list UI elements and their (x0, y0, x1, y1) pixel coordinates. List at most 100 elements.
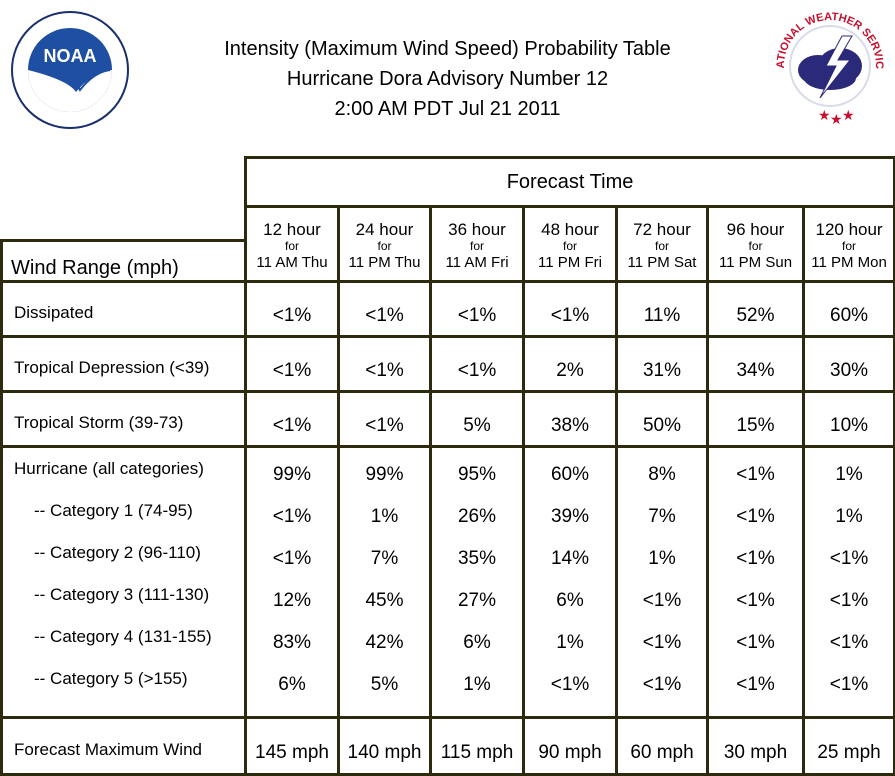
row-hurricane-group: Hurricane (all categories) -- Category 1… (0, 445, 895, 719)
svg-text:★: ★ (842, 107, 855, 123)
col-hours: 12 hour (263, 220, 321, 239)
column-header-96h: 96 hour for 11 PM Sun (706, 205, 805, 283)
value-cell: 1% (556, 632, 584, 653)
value-cell: 1% (463, 674, 491, 695)
col-for: for (284, 239, 299, 253)
hurricane-values-col-3: 95% 26% 35% 27% 6% 1% (429, 445, 525, 719)
row-label-cat1: -- Category 1 (74-95) (34, 501, 193, 520)
row-label-hurricane: Hurricane (all categories) (14, 459, 204, 478)
col-when: 11 PM Sun (718, 254, 793, 271)
value-cell: <1% (736, 590, 775, 611)
value-cell: <1% (522, 280, 618, 338)
value-cell: 145 mph (244, 716, 340, 776)
value-cell: 1% (648, 548, 676, 569)
col-hours: 72 hour (633, 220, 691, 239)
svg-text:★: ★ (818, 107, 831, 123)
value-cell: 45% (365, 590, 404, 611)
value-cell: <1% (736, 674, 775, 695)
value-cell: 1% (835, 464, 863, 485)
row-label-cat4: -- Category 4 (131-155) (34, 627, 212, 646)
value-cell: 60% (550, 464, 590, 485)
value-cell: 25 mph (801, 716, 895, 776)
value-cell: <1% (642, 590, 682, 611)
title-line-3: 2:00 AM PDT Jul 21 2011 (334, 98, 561, 120)
svg-text:★: ★ (830, 111, 843, 127)
col-for: for (562, 239, 577, 253)
value-cell: <1% (337, 335, 432, 393)
value-cell: <1% (429, 335, 525, 393)
value-cell: 50% (615, 390, 709, 448)
page-title: Intensity (Maximum Wind Speed) Probabili… (140, 34, 755, 124)
value-cell: 1% (370, 506, 399, 527)
value-cell: 140 mph (337, 716, 432, 776)
value-cell: <1% (736, 632, 775, 653)
value-cell: <1% (736, 548, 775, 569)
col-when: 11 PM Thu (348, 254, 421, 271)
value-cell: <1% (337, 390, 432, 448)
col-hours: 120 hour (815, 220, 883, 239)
value-cell: <1% (829, 632, 869, 653)
value-cell: <1% (736, 506, 775, 527)
hurricane-values-col-7: 1% 1% <1% <1% <1% <1% (801, 445, 895, 719)
value-cell: <1% (550, 674, 590, 695)
noaa-logo: NOAA (10, 10, 130, 130)
value-cell: 5% (370, 674, 399, 695)
value-cell: <1% (244, 390, 340, 448)
column-header-24h: 24 hour for 11 PM Thu (337, 205, 432, 283)
col-for: for (842, 239, 857, 253)
value-cell: 12% (272, 590, 312, 611)
value-cell: 30 mph (706, 716, 805, 776)
value-cell: 6% (463, 632, 491, 653)
value-cell: 30% (801, 335, 895, 393)
row-label-cat5: -- Category 5 (>155) (34, 669, 188, 688)
value-cell: <1% (429, 280, 525, 338)
value-cell: 90 mph (522, 716, 618, 776)
column-header-36h: 36 hour for 11 AM Fri (429, 205, 525, 283)
value-cell: 42% (365, 632, 404, 653)
corner-spacer (2, 207, 246, 241)
col-when: 11 AM Thu (256, 254, 328, 271)
table-corner (2, 158, 246, 207)
title-line-1: Intensity (Maximum Wind Speed) Probabili… (224, 38, 671, 60)
row-label: Dissipated (0, 280, 247, 338)
col-for: for (377, 239, 392, 253)
value-cell: 15% (706, 390, 805, 448)
value-cell: 99% (365, 464, 404, 485)
value-cell: 10% (801, 390, 895, 448)
column-header-72h: 72 hour for 11 PM Sat (615, 205, 709, 283)
hurricane-values-col-6: <1% <1% <1% <1% <1% <1% (706, 445, 805, 719)
value-cell: 5% (429, 390, 525, 448)
row-label: Forecast Maximum Wind (0, 716, 247, 776)
hurricane-values-col-2: 99% 1% 7% 45% 42% 5% (337, 445, 432, 719)
svg-text:NOAA: NOAA (44, 46, 97, 66)
value-cell: 2% (522, 335, 618, 393)
col-hours: 96 hour (726, 220, 785, 239)
value-cell: 60 mph (615, 716, 709, 776)
value-cell: 39% (550, 506, 590, 527)
row-tropical-storm: Tropical Storm (39-73) <1% <1% 5% 38% 50… (0, 390, 895, 448)
value-cell: 31% (615, 335, 709, 393)
value-cell: 27% (457, 590, 497, 611)
value-cell: <1% (829, 590, 869, 611)
value-cell: 35% (457, 548, 497, 569)
row-label: Tropical Depression (<39) (0, 335, 247, 393)
row-label-cat2: -- Category 2 (96-110) (34, 543, 201, 562)
value-cell: <1% (829, 674, 869, 695)
value-cell: 7% (370, 548, 399, 569)
value-cell: 83% (272, 632, 312, 653)
value-cell: 6% (556, 590, 584, 611)
row-label: Tropical Storm (39-73) (0, 390, 247, 448)
col-for: for (469, 239, 484, 253)
value-cell: 11% (615, 280, 709, 338)
value-cell: 34% (706, 335, 805, 393)
value-cell: 1% (835, 506, 863, 527)
col-hours: 48 hour (541, 220, 599, 239)
row-tropical-depression: Tropical Depression (<39) <1% <1% <1% 2%… (0, 335, 895, 393)
value-cell: 14% (550, 548, 590, 569)
hurricane-values-col-1: 99% <1% <1% 12% 83% 6% (244, 445, 340, 719)
column-header-120h: 120 hour for 11 PM Mon (801, 205, 895, 283)
forecast-time-header: Forecast Time (243, 156, 895, 208)
value-cell: 6% (278, 674, 306, 695)
value-cell: 99% (272, 464, 312, 485)
column-header-48h: 48 hour for 11 PM Fri (522, 205, 618, 283)
